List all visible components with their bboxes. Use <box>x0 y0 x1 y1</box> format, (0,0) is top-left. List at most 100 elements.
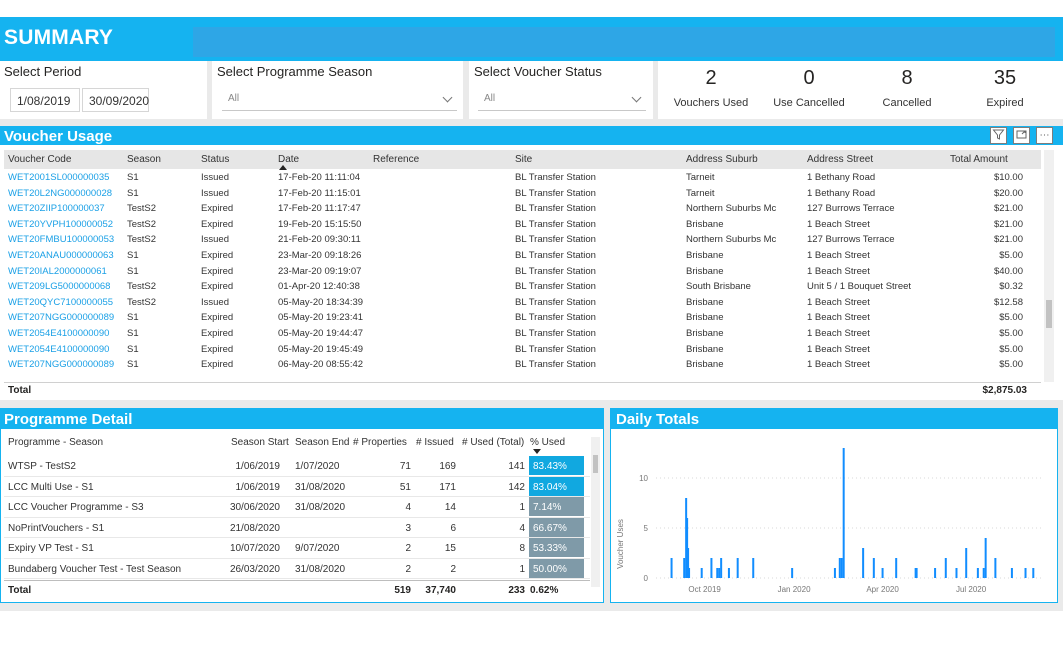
table-cell: $0.32 <box>999 281 1023 293</box>
table-cell: 15 <box>444 543 456 554</box>
table-cell: S1 <box>127 265 139 277</box>
y-tick-label: 0 <box>644 574 649 583</box>
table-row[interactable]: WET20QYC7100000055 TestS2 Issued 05-May-20 … <box>0 296 1040 312</box>
table-row[interactable]: NoPrintVouchers - S1 21/08/2020 3 6 4 66.67% <box>4 517 590 538</box>
table-row[interactable]: Bundaberg Voucher Test - Test Season 26/0… <box>4 558 590 579</box>
programme-table-scrollbar[interactable] <box>591 437 600 587</box>
table-cell[interactable]: WET2054E4100000090 <box>8 343 110 355</box>
chart-bar <box>976 568 979 578</box>
more-options-icon[interactable]: ⋯ <box>1036 127 1053 144</box>
table-cell: 6 <box>450 522 456 534</box>
table-row[interactable]: WET20IAL2000000061 S1 Expired 23-Mar-20 09:… <box>0 265 1040 281</box>
voucher-usage-title: Voucher Usage <box>4 128 113 145</box>
chart-bar <box>716 568 719 578</box>
table-row[interactable]: WET207NGG000000089 S1 Expired 06-May-20 08:… <box>0 358 1040 374</box>
chevron-down-icon <box>631 92 642 103</box>
table-cell[interactable]: WET207NGG000000089 <box>8 312 115 324</box>
table-row[interactable]: WET20ANAU000000063 S1 Expired 23-Mar-20 09:… <box>0 249 1040 265</box>
chart-bar <box>687 548 690 578</box>
focus-mode-icon[interactable] <box>1013 127 1030 144</box>
daily-totals-header <box>610 408 1058 429</box>
table-cell: 9/07/2020 <box>295 543 340 554</box>
table-row[interactable]: WET207NGG000000089 S1 Expired 05-May-20 19:… <box>0 311 1040 327</box>
chart-bar <box>727 568 730 578</box>
table-cell: Expired <box>201 281 234 293</box>
table-cell[interactable]: WET20ZIIP100000037 <box>8 203 105 215</box>
table-cell[interactable]: WET20IAL2000000061 <box>8 265 107 277</box>
filter-icon[interactable] <box>990 127 1007 144</box>
table-row[interactable]: LCC Multi Use - S1 1/06/2019 31/08/2020 51 1… <box>4 476 590 497</box>
table-row[interactable]: Expiry VP Test - S1 10/07/2020 9/07/2020 2 1… <box>4 538 590 559</box>
table-cell: 171 <box>439 481 456 493</box>
chart-bar <box>833 568 836 578</box>
chart-bar <box>791 568 794 578</box>
table-cell[interactable]: WET209LG5000000068 <box>8 281 111 293</box>
table-cell[interactable]: WET20YVPH100000052 <box>8 218 114 230</box>
voucher-usage-panel <box>0 126 1063 400</box>
table-row[interactable]: WET209LG5000000068 TestS2 Expired 01-Apr-20… <box>0 280 1040 296</box>
col-voucher-code[interactable]: Voucher Code <box>8 154 72 165</box>
period-start-input[interactable]: 1/08/2019 <box>10 88 80 112</box>
col-address-suburb[interactable]: Address Suburb <box>686 154 758 165</box>
chart-bar <box>965 548 968 578</box>
table-cell[interactable]: WET20ANAU000000063 <box>8 250 114 261</box>
table-cell: 17-Feb-20 11:17:47 <box>278 203 361 215</box>
pcol-programme-season[interactable]: Programme - Season <box>8 437 104 448</box>
col-total-amount[interactable]: Total Amount <box>950 154 1008 165</box>
table-row[interactable]: WET2054E4100000090 S1 Expired 05-May-20 19:… <box>0 343 1040 359</box>
table-cell[interactable]: WET20L2NG000000028 <box>8 187 113 199</box>
scrollbar-thumb[interactable] <box>593 455 598 473</box>
kpi-vouchers-used-label: Vouchers Used <box>673 97 749 109</box>
table-cell: Expired <box>201 250 234 261</box>
table-cell: Expired <box>201 218 234 230</box>
period-end-input[interactable]: 30/09/2020 <box>82 88 149 112</box>
col-date[interactable]: Date <box>278 154 300 165</box>
pcol-used-total[interactable]: # Used (Total) <box>462 437 525 448</box>
pcol-season-end[interactable]: Season End <box>295 437 350 448</box>
table-cell: TestS2 <box>127 218 157 230</box>
table-cell: 2 <box>405 543 411 554</box>
table-row[interactable]: WET20YVPH100000052 TestS2 Expired 19-Feb-20… <box>0 218 1040 234</box>
table-cell: 1 Beach Street <box>807 250 870 261</box>
table-row[interactable]: WET2001SL000000035 S1 Issued 17-Feb-20 11:1… <box>0 171 1040 187</box>
status-dropdown[interactable]: All <box>478 88 646 111</box>
table-row[interactable]: WET20FMBU100000053 TestS2 Issued 21-Feb-20 … <box>0 233 1040 249</box>
table-row[interactable]: WET2054E4100000090 S1 Expired 05-May-20 19:… <box>0 327 1040 343</box>
col-season[interactable]: Season <box>127 154 161 165</box>
pcol-season-start[interactable]: Season Start <box>231 437 289 448</box>
col-site[interactable]: Site <box>515 154 533 165</box>
pcol-properties[interactable]: # Properties <box>353 437 407 448</box>
table-row[interactable]: WET20L2NG000000028 S1 Issued 17-Feb-20 11:1… <box>0 187 1040 203</box>
table-cell[interactable]: WET20QYC7100000055 <box>8 296 114 308</box>
programme-detail-header <box>0 408 604 429</box>
table-cell[interactable]: WET207NGG000000089 <box>8 359 115 371</box>
col-status[interactable]: Status <box>201 154 230 165</box>
table-row[interactable]: LCC Voucher Programme - S3 30/06/2020 31/0… <box>4 497 590 518</box>
table-cell: 2 <box>405 563 411 575</box>
pct-used-cell: 53.33% <box>529 538 584 557</box>
table-cell[interactable]: WET2054E4100000090 <box>8 328 110 339</box>
col-reference[interactable]: Reference <box>373 154 420 165</box>
voucher-table-scrollbar[interactable] <box>1044 150 1054 382</box>
table-cell: Northern Suburbs Mc <box>686 234 777 246</box>
scrollbar-thumb[interactable] <box>1046 300 1052 328</box>
col-address-street[interactable]: Address Street <box>807 154 874 165</box>
x-tick-label: Apr 2020 <box>866 585 899 594</box>
pct-used-cell: 83.04% <box>529 476 584 496</box>
table-cell: 142 <box>508 481 525 493</box>
voucher-table-body: WET2001SL000000035 S1 Issued 17-Feb-20 11:1… <box>0 171 1040 382</box>
kpi-use-cancelled-value: 0 <box>803 67 815 89</box>
table-cell: $20.00 <box>993 187 1023 199</box>
chart-bar <box>915 568 918 578</box>
table-row[interactable]: WTSP - TestS2 1/06/2019 1/07/2020 71 169 141 8… <box>4 456 590 477</box>
table-cell[interactable]: WET20FMBU100000053 <box>8 234 115 246</box>
table-row[interactable]: WET20ZIIP100000037 TestS2 Expired 17-Feb-20… <box>0 202 1040 218</box>
season-dropdown[interactable]: All <box>222 88 457 111</box>
pcol-issued[interactable]: # Issued <box>416 437 454 448</box>
table-cell: 1 <box>519 563 525 575</box>
table-cell: 10/07/2020 <box>229 543 280 554</box>
pcol-pct-used[interactable]: % Used <box>530 437 566 448</box>
table-cell: 31/08/2020 <box>295 563 346 575</box>
table-cell[interactable]: WET2001SL000000035 <box>8 172 110 183</box>
table-cell: 06-May-20 08:55:42 <box>278 359 364 371</box>
